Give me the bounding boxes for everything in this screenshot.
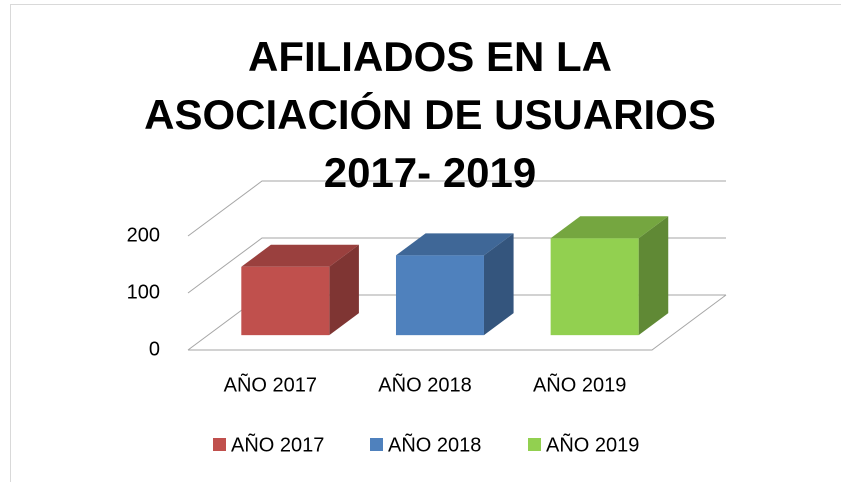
x-tick-label: AÑO 2018 (378, 372, 471, 396)
y-tick-label: 200 (127, 224, 160, 246)
x-tick-label: AÑO 2017 (224, 372, 317, 396)
legend-swatch (528, 438, 541, 451)
y-tick-label: 0 (149, 338, 160, 360)
legend-label: AÑO 2019 (546, 432, 639, 456)
legend-swatch (370, 438, 383, 451)
bar (395, 255, 484, 336)
bar-side (483, 233, 514, 336)
chart-title: AFILIADOS EN LA ASOCIACIÓN DE USUARIOS 2… (144, 33, 716, 196)
bar (241, 266, 330, 336)
floor-edge (188, 294, 727, 351)
x-tick-label: AÑO 2019 (533, 372, 626, 396)
bar (550, 238, 639, 336)
bar-side (329, 244, 359, 336)
bar-top (395, 233, 514, 256)
legend-label: AÑO 2017 (231, 432, 324, 456)
bar-top (241, 244, 359, 267)
grid-line (187, 180, 726, 237)
chart-border (10, 4, 841, 482)
bar-top (550, 216, 669, 239)
y-tick-label: 100 (127, 281, 160, 303)
legend-swatch (213, 438, 226, 451)
legend-label: AÑO 2018 (388, 432, 481, 456)
bar-side (638, 216, 669, 336)
